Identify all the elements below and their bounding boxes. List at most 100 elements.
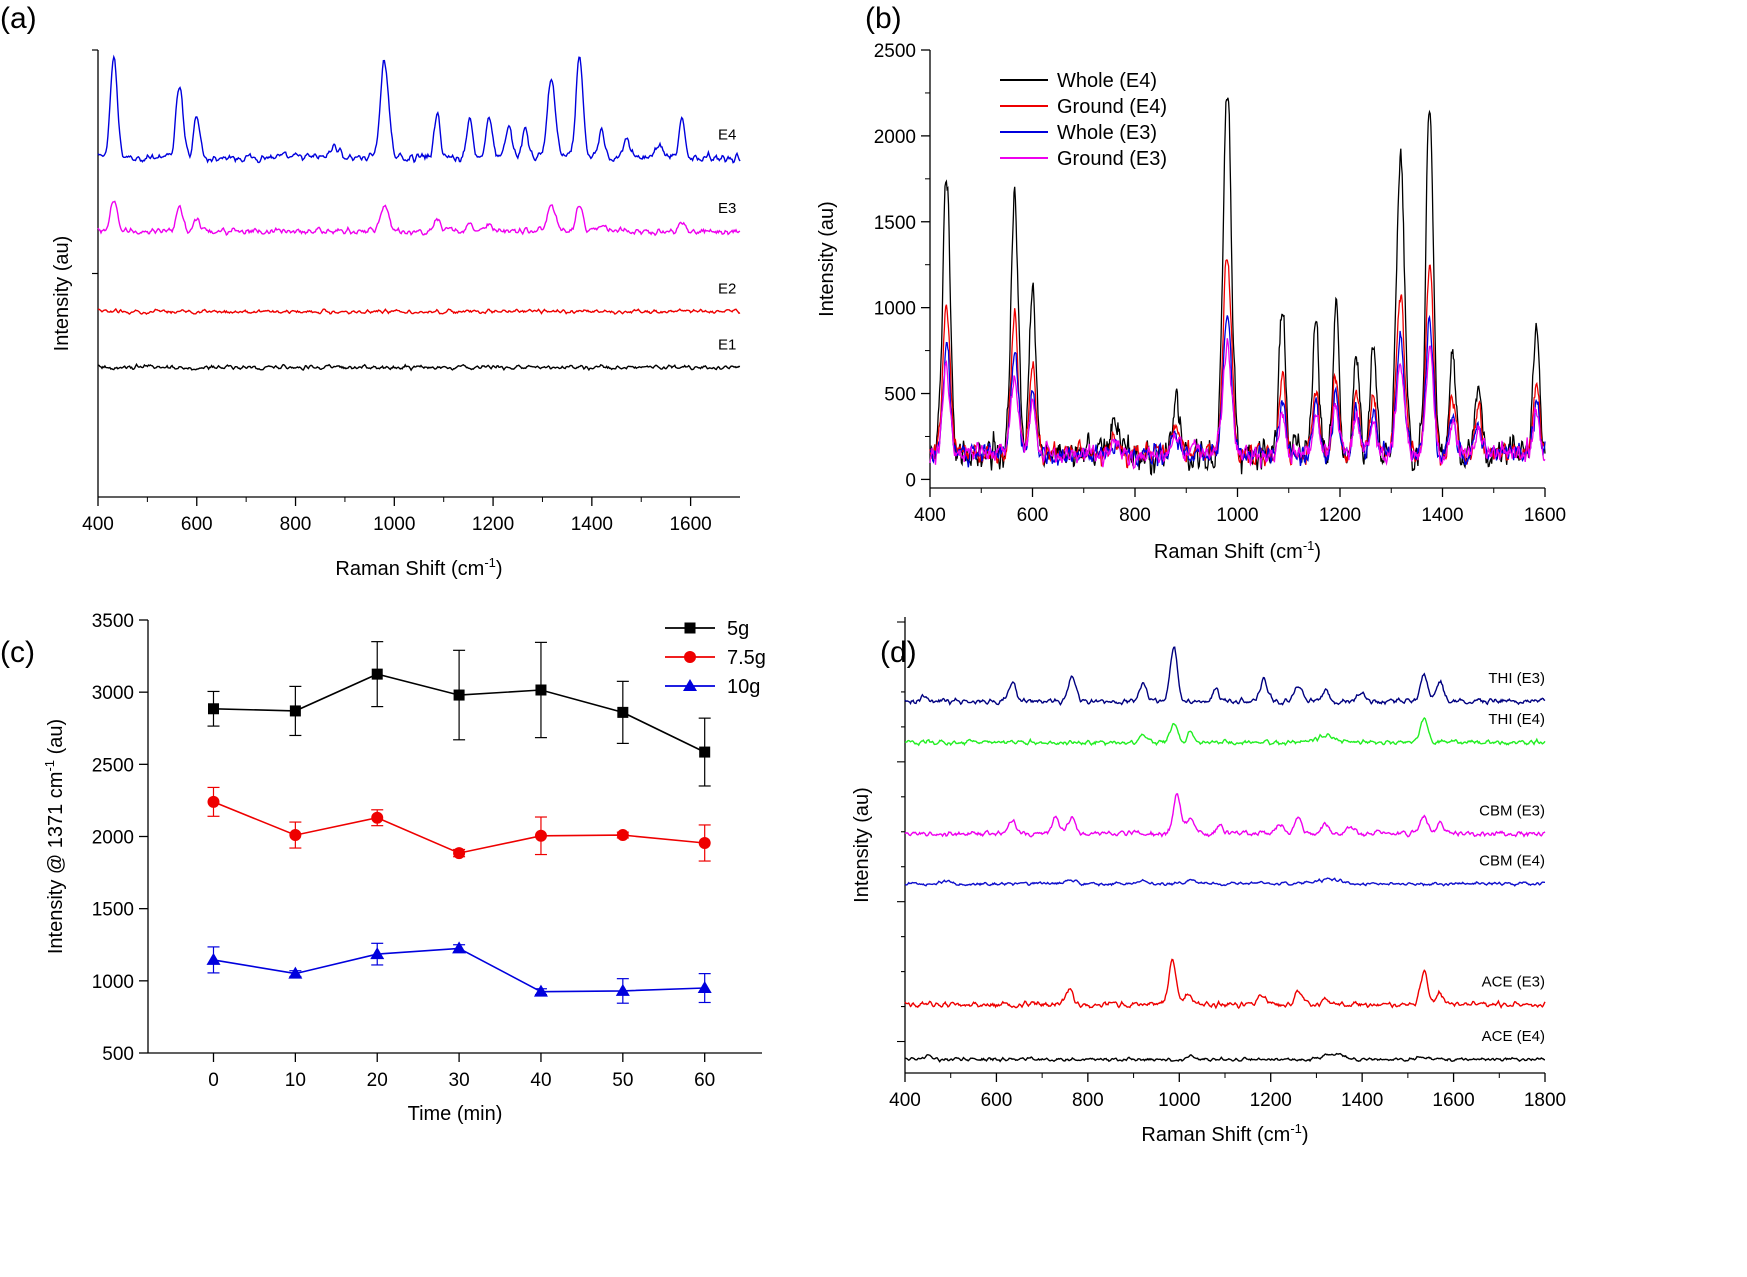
panel-c: (c) 0 10 20 30 40 50 60 500 1000 1500 2000 2500 3000… [0, 611, 766, 1125]
series-line-a-3 [97, 362, 741, 372]
data-point-c-2-0 [206, 952, 221, 965]
data-point-c-2-4 [533, 984, 548, 997]
y-tick-label-b-4: 2000 [874, 127, 916, 148]
y-axis-label-c-main: Intensity @ 1371 cm [45, 772, 67, 955]
series-line-d-3 [904, 877, 1545, 887]
x-tick-label-c-2: 20 [367, 1070, 388, 1091]
x-tick-label-b-0: 400 [914, 505, 946, 526]
x-tick-label-d-1: 600 [981, 1090, 1013, 1111]
x-tick-label-a-2: 800 [280, 514, 312, 535]
data-point-c-1-5 [616, 829, 629, 842]
x-tick-label-a-6: 1600 [669, 514, 711, 535]
x-tick-label-b-4: 1200 [1319, 505, 1361, 526]
legend-label-b-3: Ground (E3) [1057, 148, 1167, 170]
x-axis-label-d-main: Raman Shift (cm [1141, 1124, 1290, 1146]
series-line-b-3 [929, 338, 1546, 470]
y-tick-label-b-3: 1500 [874, 213, 916, 234]
x-tick-label-a-4: 1200 [472, 514, 514, 535]
x-axis-label-b-main: Raman Shift (cm [1154, 541, 1303, 563]
y-tick-label-c-1: 1000 [92, 972, 134, 993]
y-axis-label-b-main: Intensity (au) [816, 201, 838, 317]
series-label-d-4: ACE (E3) [1482, 973, 1545, 990]
x-tick-label-c-6: 60 [694, 1070, 715, 1091]
x-axis-label-b-end: ) [1314, 541, 1321, 563]
series-line-d-4 [904, 958, 1546, 1010]
y-axis-label-b: Intensity (au) [816, 201, 838, 317]
series-label-d-5: ACE (E4) [1482, 1028, 1545, 1045]
y-axis-label-c-sup: -1 [42, 760, 57, 772]
y-tick-label-b-2: 1000 [874, 299, 916, 320]
x-axis-label-b: Raman Shift (cm-1) [1154, 538, 1321, 563]
data-point-c-2-5 [615, 983, 630, 996]
panel-b: (b) 400 600 800 1000 1200 1400 1600 0 500 1000 150… [816, 2, 1566, 563]
panel-a: (a) 400 600 800 1000 1200 1400 1600 Raman Shift… [0, 2, 741, 580]
series-line-a-2 [97, 307, 741, 315]
x-tick-label-a-1: 600 [181, 514, 213, 535]
y-axis-label-a-main: Intensity (au) [51, 236, 73, 352]
x-tick-label-d-0: 400 [889, 1090, 921, 1111]
data-point-c-1-1 [289, 829, 302, 842]
legend-marker-c-2 [683, 679, 697, 691]
panel-d: (d) 400 600 800 1000 1200 1400 1600 1800 Raman S… [851, 617, 1566, 1146]
series-label-d-3: CBM (E4) [1479, 853, 1545, 870]
data-point-c-2-3 [452, 941, 467, 954]
x-tick-label-a-0: 400 [82, 514, 114, 535]
y-axis-label-d-main: Intensity (au) [851, 787, 873, 903]
data-point-c-0-0 [207, 703, 219, 715]
y-tick-label-b-1: 500 [884, 385, 916, 406]
data-point-c-0-5 [617, 706, 629, 718]
series-label-a-1: E3 [718, 200, 736, 217]
data-point-c-0-4 [535, 684, 547, 696]
y-axis-label-a: Intensity (au) [51, 236, 73, 352]
x-tick-label-c-4: 40 [530, 1070, 551, 1091]
data-point-c-1-6 [698, 836, 711, 849]
y-tick-label-c-5: 3000 [92, 683, 134, 704]
data-point-c-1-0 [207, 795, 220, 808]
series-line-c-1 [213, 801, 705, 854]
x-tick-label-c-0: 0 [208, 1070, 219, 1091]
series-line-b-2 [929, 314, 1546, 468]
panel-label-b: (b) [865, 2, 902, 35]
legend-label-c-2: 10g [727, 676, 760, 698]
y-axis-label-d: Intensity (au) [851, 787, 873, 903]
data-point-c-1-2 [371, 811, 384, 824]
legend-label-b-2: Whole (E3) [1057, 122, 1157, 144]
legend-label-b-0: Whole (E4) [1057, 70, 1157, 92]
x-tick-label-c-5: 50 [612, 1070, 633, 1091]
x-tick-label-d-6: 1600 [1432, 1090, 1474, 1111]
y-tick-label-c-4: 2500 [92, 755, 134, 776]
legend-label-c-0: 5g [727, 618, 749, 640]
x-tick-label-a-5: 1400 [571, 514, 613, 535]
data-point-c-0-6 [699, 746, 711, 758]
y-axis-label-c-end: (au) [45, 719, 67, 760]
x-axis-label-c-main: Time (min) [408, 1103, 503, 1125]
series-line-c-2 [213, 947, 705, 993]
series-label-d-0: THI (E3) [1488, 670, 1545, 687]
legend-label-c-1: 7.5g [727, 647, 766, 669]
x-tick-label-d-2: 800 [1072, 1090, 1104, 1111]
x-tick-label-d-5: 1400 [1341, 1090, 1383, 1111]
y-tick-label-b-0: 0 [905, 470, 916, 491]
data-point-c-0-1 [289, 705, 301, 717]
x-tick-label-d-4: 1200 [1250, 1090, 1292, 1111]
data-point-c-2-6 [697, 981, 712, 994]
data-point-c-1-4 [534, 829, 547, 842]
series-label-a-3: E1 [718, 336, 736, 353]
panel-label-a: (a) [0, 2, 37, 35]
legend-marker-c-1 [684, 651, 696, 663]
x-axis-label-d: Raman Shift (cm-1) [1141, 1121, 1308, 1146]
x-tick-label-d-3: 1000 [1158, 1090, 1200, 1111]
legend-label-b-1: Ground (E4) [1057, 96, 1167, 118]
panel-label-d: (d) [880, 636, 917, 669]
x-tick-label-b-2: 800 [1119, 505, 1151, 526]
legend-marker-c-0 [684, 622, 696, 634]
series-line-d-2 [904, 793, 1546, 838]
x-axis-label-d-end: ) [1302, 1124, 1309, 1146]
series-line-a-1 [97, 200, 741, 237]
y-tick-label-c-3: 2000 [92, 828, 134, 849]
data-point-c-1-3 [453, 847, 466, 860]
x-tick-label-a-3: 1000 [373, 514, 415, 535]
y-axis-label-c: Intensity @ 1371 cm-1 (au) [42, 719, 67, 954]
y-tick-label-c-6: 3500 [92, 611, 134, 632]
